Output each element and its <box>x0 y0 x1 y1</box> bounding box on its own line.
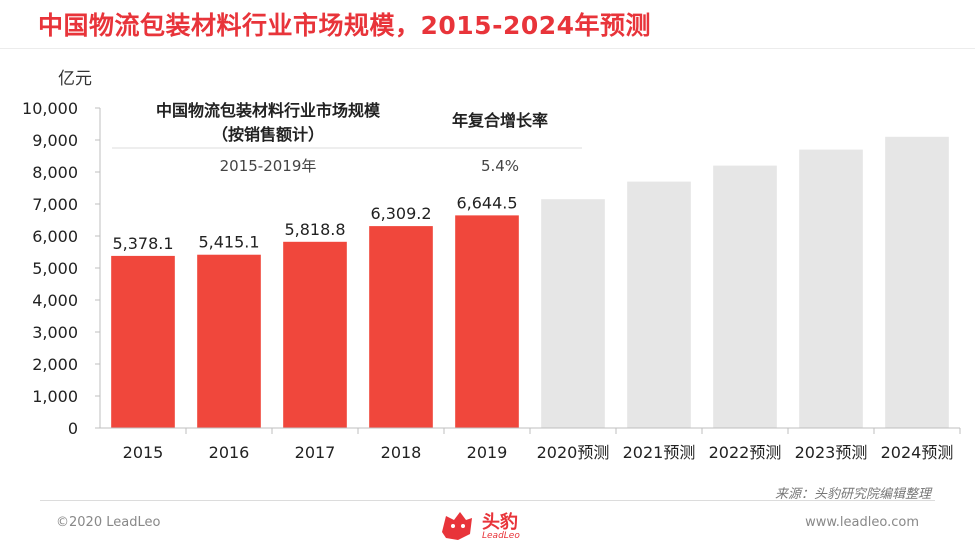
y-tick-label: 5,000 <box>32 259 78 278</box>
bar <box>197 254 261 428</box>
bar-value-label: 6,644.5 <box>456 193 517 212</box>
bar <box>713 165 777 428</box>
title-divider <box>0 48 975 49</box>
x-tick-label: 2024预测 <box>881 443 954 462</box>
bar <box>455 215 519 428</box>
x-tick-label: 2016 <box>209 443 250 462</box>
y-tick-label: 1,000 <box>32 387 78 406</box>
bar-value-label: 5,415.1 <box>198 233 259 252</box>
y-tick-label: 2,000 <box>32 355 78 374</box>
x-tick-label: 2020预测 <box>537 443 610 462</box>
source-note: 来源：头豹研究院编辑整理 <box>774 487 931 502</box>
leopard-head-icon <box>442 512 472 540</box>
bar <box>799 149 863 428</box>
x-tick-label: 2017 <box>295 443 336 462</box>
cagr-header-left-line1: 中国物流包装材料行业市场规模 <box>156 101 381 120</box>
bar <box>885 136 949 429</box>
y-tick-label: 7,000 <box>32 195 78 214</box>
bar <box>541 199 605 428</box>
cagr-header-left-line2: （按销售额计） <box>212 125 324 144</box>
logo-subtitle: LeadLeo <box>482 531 520 541</box>
y-tick-label: 0 <box>68 419 78 438</box>
website-link[interactable]: www.leadleo.com <box>805 515 919 530</box>
bar-value-label: 6,309.2 <box>370 204 431 223</box>
cagr-rate: 5.4% <box>481 157 519 175</box>
y-axis: 0 1,000 2,000 3,000 4,000 5,000 6,000 7,000 8,00… <box>22 99 101 438</box>
x-tick-label: 2019 <box>467 443 508 462</box>
y-tick-label: 8,000 <box>32 163 78 182</box>
x-tick-label: 2022预测 <box>709 443 782 462</box>
bar-value-label: 5,818.8 <box>284 220 345 239</box>
footer-divider <box>40 500 935 501</box>
x-tick-label: 2021预测 <box>623 443 696 462</box>
x-tick-label: 2023预测 <box>795 443 868 462</box>
chart-title: 中国物流包装材料行业市场规模，2015-2024年预测 <box>38 11 652 40</box>
bar <box>369 226 433 428</box>
leadleo-logo: 头豹 LeadLeo <box>438 506 538 546</box>
bar <box>283 241 347 428</box>
copyright-text: ©2020 LeadLeo <box>56 515 161 530</box>
y-tick-label: 4,000 <box>32 291 78 310</box>
logo-name: 头豹 <box>482 512 518 533</box>
y-tick-label: 3,000 <box>32 323 78 342</box>
bar <box>111 255 175 428</box>
bar-series: 5,378.1 5,415.1 5,818.8 6,309.2 6,644.5 <box>111 136 949 429</box>
cagr-period: 2015-2019年 <box>220 157 317 175</box>
x-tick-label: 2018 <box>381 443 422 462</box>
y-axis-unit-label: 亿元 <box>58 69 92 89</box>
y-tick-label: 9,000 <box>32 131 78 150</box>
bar <box>627 181 691 428</box>
x-axis: 2015 2016 2017 2018 2019 2020预测 2021预测 2022预测 20… <box>100 427 961 462</box>
y-tick-label: 6,000 <box>32 227 78 246</box>
bar-value-label: 5,378.1 <box>112 234 173 253</box>
y-tick-label: 10,000 <box>22 99 78 118</box>
x-tick-label: 2015 <box>123 443 164 462</box>
cagr-table: 中国物流包装材料行业市场规模 （按销售额计） 年复合增长率 2015-2019年… <box>112 101 582 175</box>
cagr-header-right: 年复合增长率 <box>452 111 548 130</box>
